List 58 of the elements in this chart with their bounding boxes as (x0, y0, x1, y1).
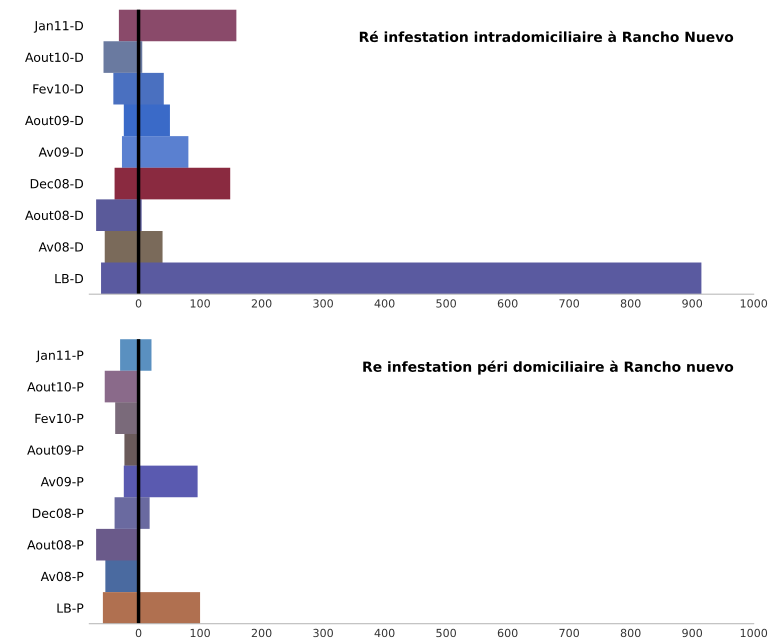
x-tick-label: 700 (559, 628, 580, 638)
x-tick-label: 400 (374, 628, 394, 638)
y-tick-label: LB-D (55, 274, 84, 284)
x-tick-label: 600 (498, 299, 518, 308)
bar (115, 402, 139, 434)
x-tick-label: 100 (190, 628, 210, 638)
x-tick-label: 1000 (740, 628, 768, 638)
x-tick-label: 0 (136, 628, 142, 638)
y-tick-label: Dec08-D (30, 178, 84, 188)
x-tick-label: 500 (436, 628, 456, 638)
bar (118, 10, 236, 42)
y-tick-label: Aout10-P (27, 382, 84, 392)
x-tick-label: 100 (190, 299, 210, 308)
bar (104, 41, 142, 73)
text: Re infestation péri domiciliaire à Rancho nuevo (363, 360, 734, 375)
y-tick-label: Aout09-P (27, 445, 84, 455)
x-tick-label: 500 (436, 299, 456, 308)
bar (114, 168, 230, 200)
x-tick-label: 600 (498, 628, 518, 638)
bar (122, 136, 188, 168)
bar (96, 199, 142, 231)
y-tick-label: Jan11-D (34, 21, 84, 33)
bar (101, 262, 702, 294)
bar (113, 72, 164, 104)
bar (105, 560, 139, 592)
y-tick-label: LB-P (57, 604, 84, 613)
bar (104, 230, 163, 263)
x-tick-label: 1000 (740, 299, 768, 308)
bar (96, 528, 139, 560)
y-tick-label: Av08-D (38, 242, 84, 252)
x-tick-label: 300 (313, 299, 333, 308)
x-tick-label: 900 (682, 628, 702, 638)
bar (114, 497, 150, 529)
x-tick-label: 400 (374, 299, 394, 308)
x-tick-label: 800 (620, 299, 641, 308)
bar (124, 466, 198, 498)
x-tick-label: 900 (682, 299, 702, 308)
x-tick-label: 800 (620, 628, 641, 638)
text: Ré infestation intradomiciliaire à Rancho Nuevo (360, 30, 734, 42)
y-tick-label: Av09-D (38, 147, 84, 157)
x-tick-label: 300 (313, 628, 333, 638)
bar (124, 104, 170, 136)
y-tick-label: Dec08-P (32, 508, 84, 518)
x-tick-label: 200 (252, 628, 272, 638)
y-tick-label: Av09-P (40, 476, 84, 486)
y-tick-label: Aout08-D (25, 210, 84, 220)
x-tick-label: 0 (136, 299, 142, 308)
bar (104, 370, 139, 402)
y-tick-label: Fev10-D (33, 84, 84, 94)
x-tick-label: 200 (252, 299, 272, 308)
bar (102, 592, 200, 624)
y-tick-label: Jan11-P (36, 350, 84, 362)
y-tick-label: Aout08-P (27, 540, 84, 550)
y-tick-label: Av08-P (40, 572, 84, 582)
y-tick-label: Aout10-D (25, 52, 84, 62)
y-tick-label: Aout09-D (25, 116, 84, 126)
x-tick-label: 700 (559, 299, 580, 308)
y-tick-label: Fev10-P (35, 414, 84, 424)
